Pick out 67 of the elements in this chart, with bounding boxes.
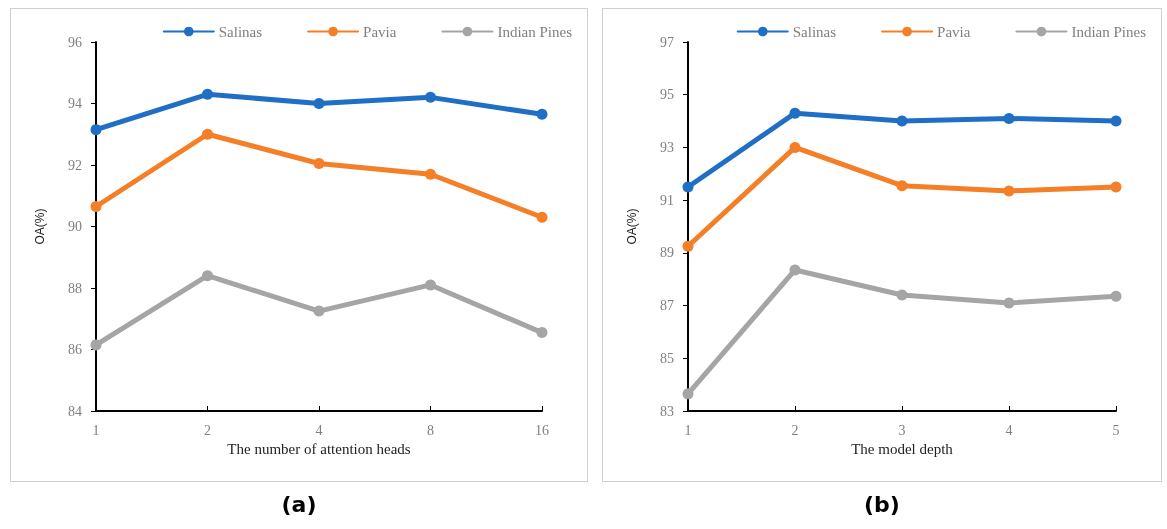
y-tick-label: 85: [660, 350, 674, 366]
legend-label: Pavia: [937, 23, 971, 40]
legend-label: Salinas: [218, 23, 263, 40]
x-tick-label: 8: [427, 422, 434, 438]
point: [202, 128, 213, 140]
y-tick-label: 83: [660, 403, 674, 419]
y-tick-label: 97: [660, 34, 674, 50]
x-axis-title: The number of attention heads: [227, 441, 411, 458]
y-tick-label: 87: [660, 298, 674, 314]
point: [90, 339, 102, 351]
point: [202, 88, 213, 100]
point: [202, 270, 213, 282]
point: [1110, 290, 1122, 302]
y-tick-label: 96: [68, 34, 82, 50]
point: [682, 240, 694, 252]
point: [896, 180, 908, 192]
x-tick-label: 2: [204, 422, 211, 438]
x-tick-label: 4: [315, 422, 323, 438]
point: [425, 91, 436, 103]
legend-label: Indian Pines: [1071, 23, 1147, 40]
point: [789, 264, 801, 276]
y-tick-label: 94: [68, 96, 82, 111]
point: [313, 98, 325, 109]
y-tick-label: 95: [660, 87, 674, 103]
point: [789, 141, 801, 153]
y-tick-label: 88: [68, 280, 82, 296]
legend-label: Pavia: [363, 23, 397, 40]
y-tick-label: 90: [68, 219, 82, 234]
point: [789, 107, 801, 119]
x-tick-label: 16: [535, 422, 549, 438]
point: [90, 201, 102, 213]
text: (a): [280, 492, 318, 517]
y-tick-label: 91: [660, 192, 674, 208]
y-axis-title: OA(%): [625, 208, 639, 245]
legend-label: Salinas: [792, 23, 837, 40]
x-axis-title: The model depth: [851, 441, 954, 458]
y-tick-label: 84: [68, 403, 82, 419]
x-tick-label: 1: [92, 422, 100, 438]
x-tick-label: 2: [791, 422, 799, 438]
point: [536, 108, 548, 120]
point: [1003, 185, 1015, 197]
x-tick-label: 1: [684, 422, 692, 438]
point: [896, 115, 908, 127]
point: [425, 279, 436, 291]
y-axis-title: OA(%): [33, 208, 47, 245]
point: [682, 388, 694, 400]
y-tick-label: 86: [68, 342, 82, 357]
point: [536, 327, 548, 339]
point: [682, 181, 694, 193]
point: [1110, 181, 1122, 193]
point: [1110, 115, 1122, 127]
legend-label: Indian Pines: [497, 23, 573, 40]
x-tick-label: 3: [898, 422, 906, 438]
point: [536, 211, 548, 223]
y-tick-label: 92: [68, 157, 82, 173]
text: (b): [863, 492, 901, 517]
point: [425, 168, 436, 180]
point: [1003, 297, 1015, 309]
y-tick-label: 93: [660, 139, 674, 155]
point: [1003, 112, 1015, 124]
y-tick-label: 89: [660, 245, 674, 261]
point: [313, 305, 325, 317]
x-tick-label: 4: [1005, 422, 1013, 438]
point: [313, 157, 325, 169]
point: [896, 289, 908, 301]
point: [90, 124, 102, 136]
x-tick-label: 5: [1112, 422, 1120, 438]
